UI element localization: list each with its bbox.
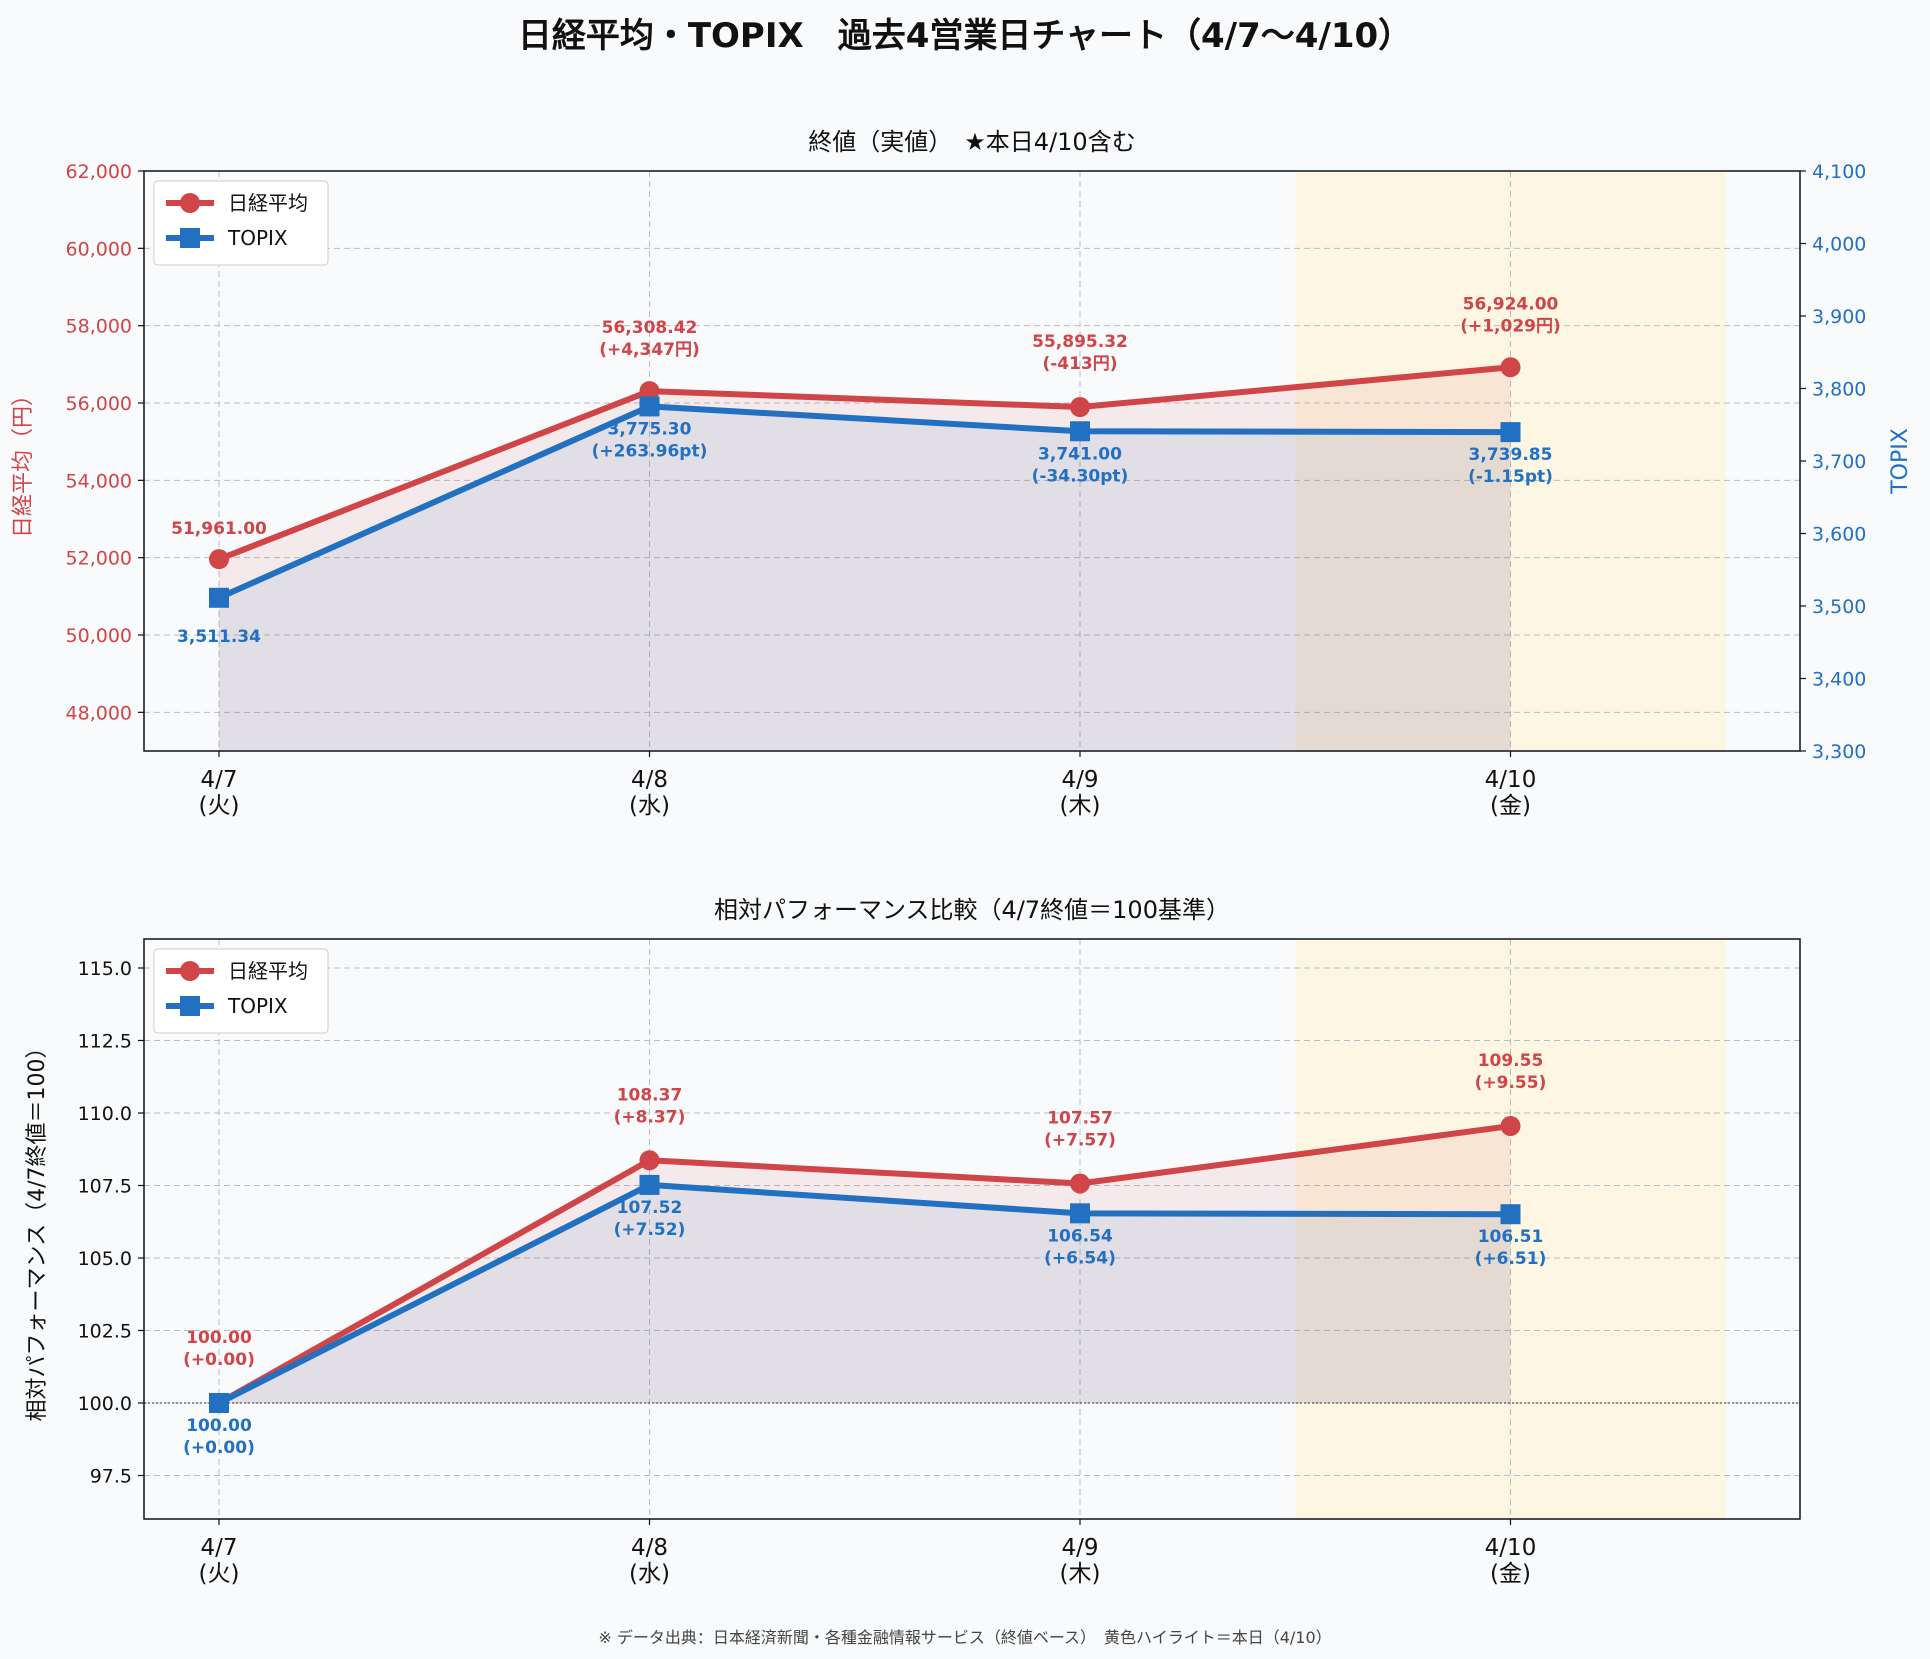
- y-tick-label: 110.0: [78, 1103, 132, 1125]
- y-tick-label: 112.5: [78, 1031, 132, 1053]
- main-title: 日経平均・TOPIX 過去4営業日チャート（4/7〜4/10）: [517, 16, 1413, 56]
- y-right-tick-label: 3,800: [1812, 379, 1866, 401]
- data-label-nikkei: 100.00 (+0.00): [183, 1328, 255, 1370]
- data-label-nikkei: 107.57 (+7.57): [1044, 1108, 1116, 1150]
- point-topix: [1500, 422, 1521, 443]
- x-tick-label: 4/8 (水): [629, 767, 670, 819]
- x-tick-label: 4/10 (金): [1485, 767, 1537, 819]
- y-tick-label: 58,000: [66, 316, 132, 338]
- x-tick-label: 4/10 (金): [1485, 1535, 1537, 1587]
- data-label-topix: 3,739.85 (-1.15pt): [1468, 445, 1553, 487]
- data-label-topix: 3,741.00 (-34.30pt): [1032, 444, 1129, 486]
- y-tick-label: 54,000: [66, 470, 132, 492]
- y-right-tick-label: 3,900: [1812, 306, 1866, 328]
- y-axis-label: 相対パフォーマンス（4/7終値＝100）: [25, 1037, 50, 1422]
- legend-marker-topix: [180, 996, 200, 1016]
- x-tick-label: 4/9 (木): [1060, 767, 1101, 819]
- data-label-nikkei: 109.55 (+9.55): [1475, 1051, 1547, 1093]
- y-tick-label: 62,000: [66, 161, 132, 183]
- point-topix: [639, 396, 660, 417]
- point-topix: [209, 587, 229, 608]
- point-nikkei: [1070, 397, 1090, 418]
- chart-panel-2: 100.00 (+0.00) 108.37 (+8.37) 107.57 (+7.57) 1…: [25, 896, 1801, 1587]
- point-nikkei: [1500, 1116, 1521, 1137]
- series-area-nikkei: [219, 367, 1511, 751]
- y-right-axis-label: TOPIX: [1888, 428, 1913, 495]
- y-right-tick-label: 3,300: [1812, 741, 1866, 763]
- point-nikkei: [209, 549, 229, 570]
- data-label-topix: 106.54 (+6.54): [1044, 1226, 1116, 1268]
- y-tick-label: 48,000: [66, 702, 132, 724]
- footnote: ※ データ出典：日本経済新聞・各種金融情報サービス（終値ベース） 黄色ハイライト…: [598, 1628, 1332, 1647]
- legend-label-nikkei: 日経平均: [228, 191, 308, 215]
- data-label-nikkei: 56,924.00 (+1,029円): [1460, 294, 1561, 336]
- legend-marker-topix: [180, 228, 200, 248]
- y-tick-label: 60,000: [66, 238, 132, 260]
- y-tick-label: 97.5: [90, 1466, 132, 1488]
- x-tick-label: 4/9 (木): [1060, 1535, 1101, 1587]
- data-label-nikkei: 108.37 (+8.37): [614, 1085, 686, 1127]
- series-area-nikkei: [219, 1126, 1511, 1403]
- y-right-tick-label: 3,700: [1812, 451, 1866, 473]
- point-nikkei: [1500, 357, 1521, 378]
- legend: 日経平均 TOPIX: [153, 948, 329, 1034]
- point-nikkei: [639, 1150, 660, 1171]
- panel-title: 相対パフォーマンス比較（4/7終値＝100基準）: [714, 896, 1230, 924]
- data-label-nikkei: 51,961.00: [171, 519, 267, 539]
- x-tick-label: 4/7 (火): [199, 1535, 240, 1587]
- point-topix: [1070, 1203, 1090, 1224]
- x-tick-label: 4/7 (火): [199, 767, 240, 819]
- y-tick-label: 107.5: [78, 1176, 132, 1198]
- plot-frame: [143, 938, 1801, 1520]
- point-topix: [1070, 421, 1090, 442]
- legend-label-topix: TOPIX: [227, 226, 288, 250]
- y-right-tick-label: 3,400: [1812, 669, 1866, 691]
- panel-title: 終値（実値） ★本日4/10含む: [808, 128, 1135, 156]
- series-area-topix: [219, 406, 1511, 751]
- y-axis-label: 日経平均（円）: [11, 384, 36, 538]
- y-tick-label: 105.0: [78, 1248, 132, 1270]
- y-right-tick-label: 3,600: [1812, 524, 1866, 546]
- x-tick-label: 4/8 (水): [629, 1535, 670, 1587]
- series-line-nikkei: [217, 1123, 1511, 1406]
- series-line-topix: [217, 1181, 1511, 1406]
- data-label-topix: 3,511.34: [177, 627, 261, 647]
- y-tick-label: 100.0: [78, 1393, 132, 1415]
- y-right-tick-label: 4,100: [1812, 161, 1866, 183]
- y-right-tick-label: 3,500: [1812, 596, 1866, 618]
- data-label-topix: 3,775.30 (+263.96pt): [592, 419, 708, 461]
- point-topix: [1500, 1204, 1521, 1225]
- y-tick-label: 115.0: [78, 958, 132, 980]
- data-label-nikkei: 55,895.32 (-413円): [1032, 332, 1128, 374]
- series-line-nikkei: [217, 364, 1511, 562]
- legend: 日経平均 TOPIX: [153, 180, 329, 266]
- legend-marker-nikkei: [180, 961, 200, 981]
- chart-panel-1: 51,961.00 56,308.42 (+4,347円) 55,895.32 (-41…: [11, 128, 1913, 819]
- y-tick-label: 52,000: [66, 548, 132, 570]
- legend-label-nikkei: 日経平均: [228, 959, 308, 983]
- series-line-topix: [217, 403, 1511, 601]
- point-nikkei: [1070, 1173, 1090, 1194]
- data-label-nikkei: 56,308.42 (+4,347円): [599, 318, 700, 360]
- y-tick-label: 56,000: [66, 393, 132, 415]
- y-right-tick-label: 4,000: [1812, 234, 1866, 256]
- y-tick-label: 102.5: [78, 1321, 132, 1343]
- data-label-topix: 107.52 (+7.52): [614, 1198, 686, 1240]
- point-topix: [209, 1393, 229, 1413]
- data-label-topix: 100.00 (+0.00): [183, 1416, 255, 1458]
- y-tick-label: 50,000: [66, 625, 132, 647]
- legend-label-topix: TOPIX: [227, 994, 288, 1018]
- point-nikkei: [639, 381, 660, 402]
- point-topix: [639, 1174, 660, 1195]
- data-label-topix: 106.51 (+6.51): [1475, 1227, 1547, 1269]
- legend-marker-nikkei: [180, 193, 200, 213]
